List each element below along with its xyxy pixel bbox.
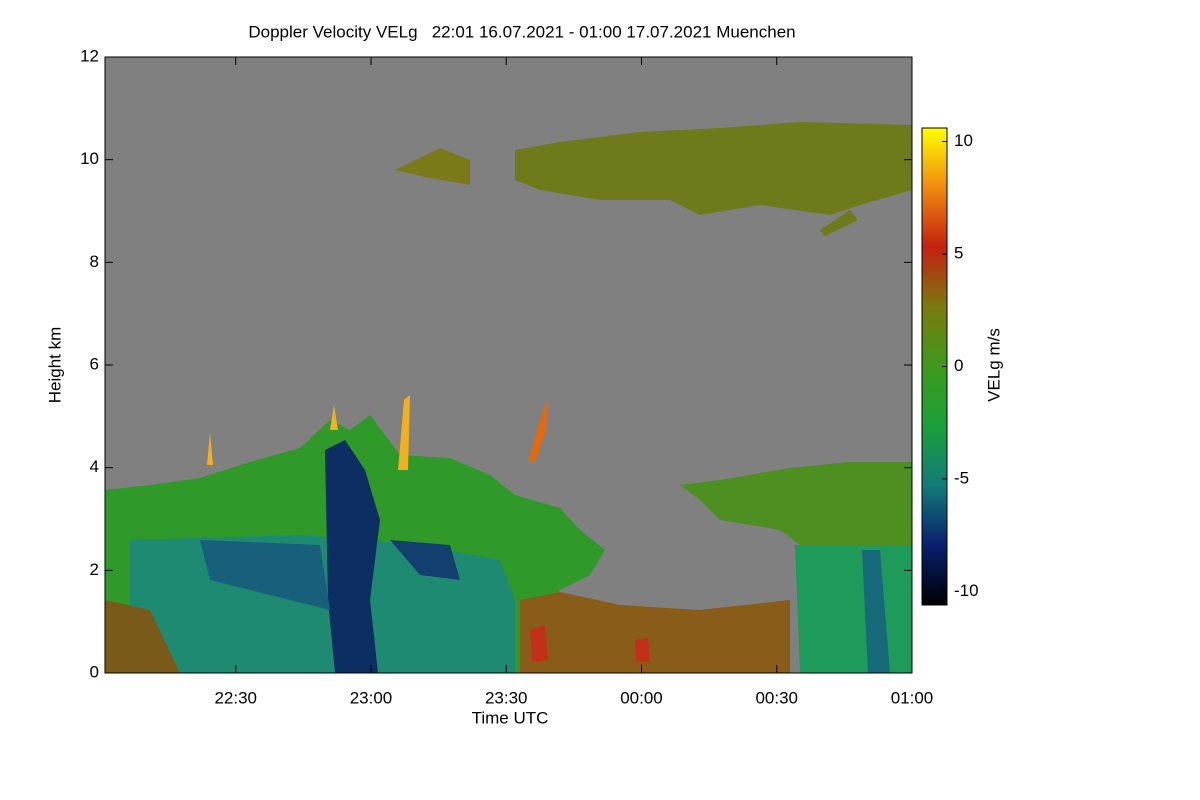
colorbar-label: VELg m/s	[984, 328, 1003, 402]
downdraft-edge	[200, 540, 330, 610]
precip-core	[530, 625, 650, 662]
y-tick-label: 8	[90, 252, 99, 271]
cirrus	[820, 210, 858, 236]
downdraft	[325, 440, 380, 673]
cloud-right-core	[795, 545, 912, 673]
y-axis-label: Height km	[45, 327, 64, 404]
cloud-right	[680, 462, 912, 545]
colorbar-tick-label: 10	[954, 131, 973, 150]
cirrus	[395, 148, 470, 185]
y-tick-label: 10	[80, 149, 99, 168]
y-tick-label: 6	[90, 354, 99, 373]
colorbar-tick-label: -10	[954, 581, 979, 600]
heatmap	[105, 57, 912, 673]
precip	[520, 592, 790, 673]
x-tick-label: 23:30	[485, 688, 528, 707]
fallstreak	[528, 398, 548, 462]
x-tick-label: 22:30	[214, 688, 257, 707]
x-tick-label: 00:00	[620, 688, 663, 707]
x-tick-label: 23:00	[350, 688, 393, 707]
cloud-right-core	[862, 550, 890, 673]
x-tick-label: 01:00	[891, 688, 934, 707]
x-axis-label: Time UTC	[472, 708, 549, 727]
precip	[105, 600, 180, 673]
colorbar-tick-label: 5	[954, 243, 963, 262]
cirrus	[515, 122, 912, 215]
colorbar-tick-label: 0	[954, 356, 963, 375]
colorbar-tick-label: -5	[954, 468, 969, 487]
y-tick-label: 2	[90, 560, 99, 579]
chart-title: Doppler Velocity VELg 22:01 16.07.2021 -…	[248, 22, 795, 41]
y-tick-label: 0	[90, 662, 99, 681]
x-tick-label: 00:30	[755, 688, 798, 707]
y-tick-label: 12	[80, 46, 99, 65]
downdraft-edge	[390, 540, 460, 580]
y-tick-label: 4	[90, 457, 99, 476]
